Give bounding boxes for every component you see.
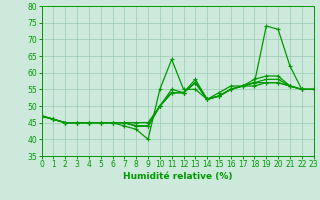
X-axis label: Humidité relative (%): Humidité relative (%) bbox=[123, 172, 232, 181]
